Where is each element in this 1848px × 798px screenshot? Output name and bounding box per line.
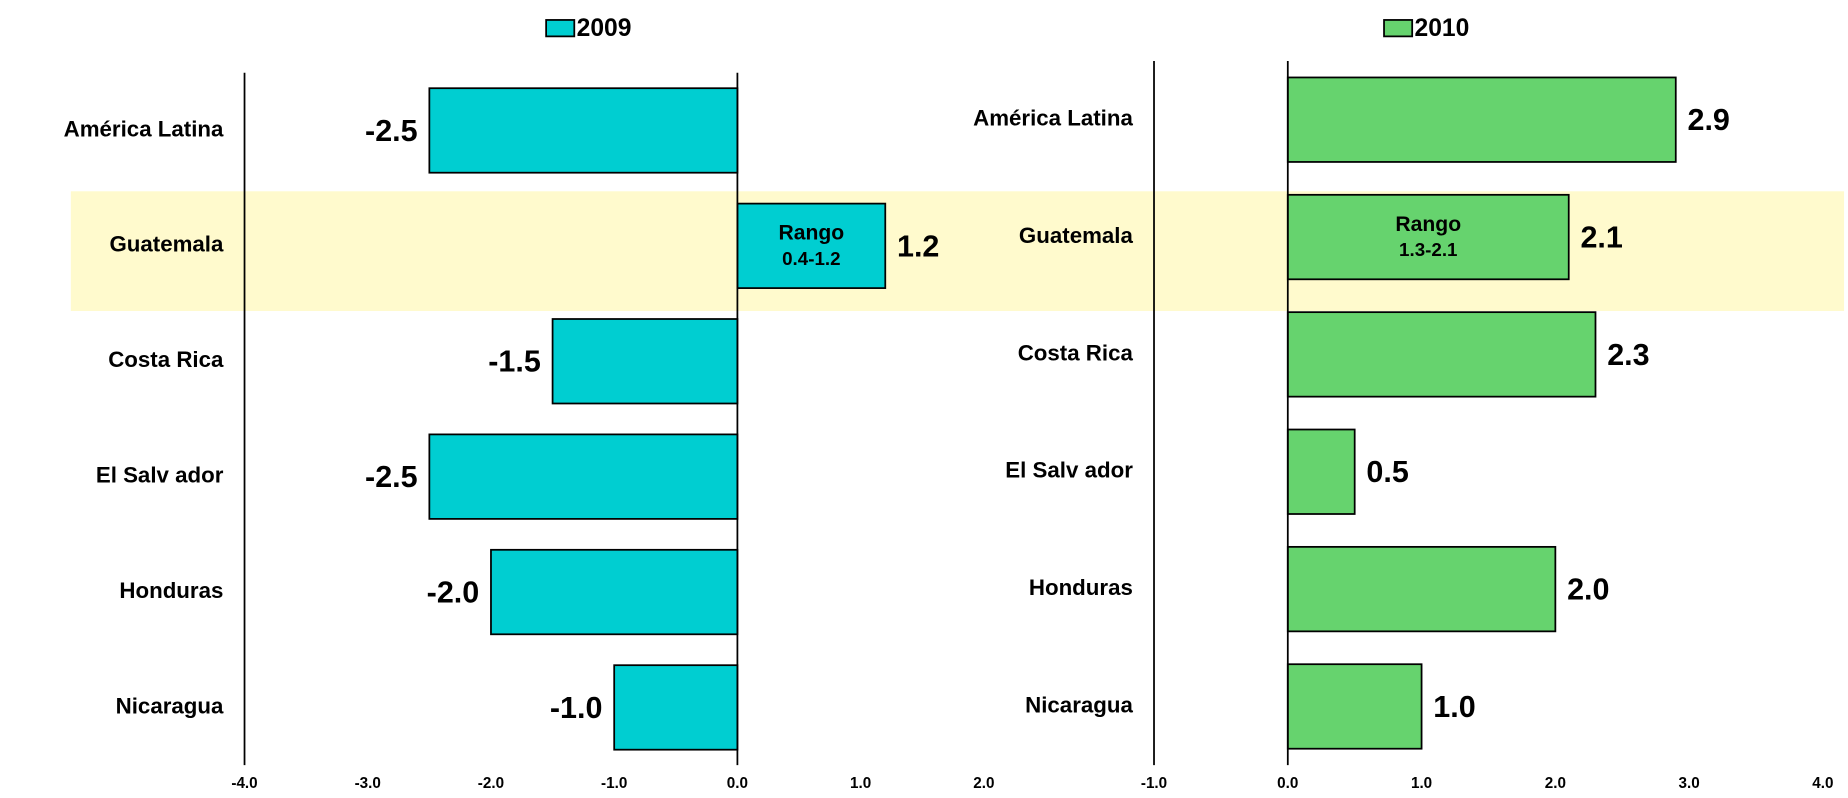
category-label: América Latina [973, 106, 1133, 131]
annotation: Rango [1395, 213, 1461, 236]
x-tick-label: 0.0 [1277, 775, 1298, 792]
bar [1286, 76, 1677, 163]
x-tick-label: -2.0 [478, 775, 504, 792]
annotation: 1.3-2.1 [1399, 239, 1457, 260]
x-tick-label: 2.0 [973, 775, 994, 792]
x-tick-label: 2.0 [1545, 775, 1566, 792]
category-label: Honduras [119, 578, 223, 603]
category-label: Costa Rica [108, 347, 224, 372]
bar [428, 87, 739, 174]
bar [613, 664, 739, 751]
x-tick-label: -1.0 [1141, 775, 1167, 792]
bar [551, 318, 739, 405]
annotation: Rango [779, 222, 845, 245]
value-label: 2.0 [1567, 573, 1609, 607]
value-label: 2.1 [1580, 220, 1622, 254]
x-tick-label: 0.0 [727, 775, 748, 792]
bar [1286, 545, 1557, 633]
legend-label: 2009 [577, 15, 632, 42]
legend-swatch [1383, 19, 1414, 38]
bar [428, 433, 739, 520]
category-label: El Salv ador [96, 463, 224, 488]
category-label: Guatemala [1019, 223, 1134, 248]
value-label: 0.5 [1366, 455, 1408, 489]
category-label: América Latina [64, 116, 224, 141]
bar [1286, 428, 1356, 515]
x-tick-label: -1.0 [601, 775, 627, 792]
x-tick-label: -3.0 [355, 775, 381, 792]
category-label: Costa Rica [1018, 340, 1134, 365]
category-label: Guatemala [109, 232, 224, 257]
x-tick-label: 1.0 [1411, 775, 1432, 792]
category-label: El Salv ador [1005, 458, 1133, 483]
value-label: -2.0 [427, 575, 480, 609]
category-label: Honduras [1029, 575, 1133, 600]
x-tick-label: 1.0 [850, 775, 871, 792]
legend-swatch [545, 19, 576, 38]
annotation: 0.4-1.2 [782, 248, 840, 269]
bar [1286, 311, 1597, 398]
bar [736, 202, 887, 289]
highlight-band [70, 191, 1845, 311]
category-label: Nicaragua [1025, 692, 1133, 717]
legend-label: 2010 [1415, 15, 1470, 42]
value-label: -1.5 [488, 345, 541, 379]
value-label: -2.5 [365, 114, 418, 148]
value-label: 1.0 [1433, 690, 1475, 724]
value-label: 2.3 [1607, 338, 1649, 372]
value-label: -1.0 [550, 691, 603, 725]
x-tick-label: 3.0 [1679, 775, 1700, 792]
value-label: 2.9 [1687, 103, 1729, 137]
x-tick-label: -4.0 [231, 775, 257, 792]
value-label: -2.5 [365, 460, 418, 494]
value-label: 1.2 [897, 229, 939, 263]
bar [1286, 663, 1423, 750]
x-tick-label: 4.0 [1812, 775, 1833, 792]
category-label: Nicaragua [116, 693, 224, 718]
bar [1286, 193, 1570, 281]
bar [490, 548, 739, 636]
